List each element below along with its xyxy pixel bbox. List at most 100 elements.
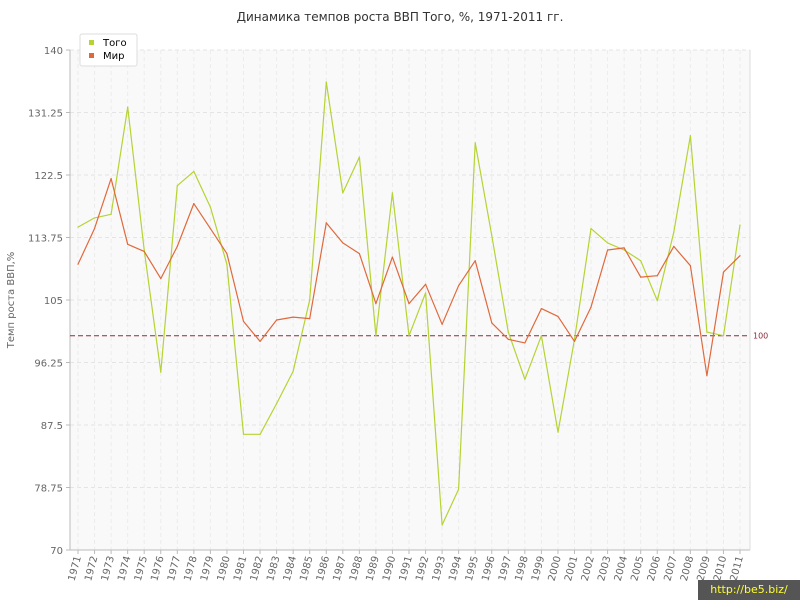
data-point-togo (226, 263, 228, 265)
x-tick-label: 2005 (629, 555, 646, 582)
data-point-world (573, 340, 576, 342)
data-point-togo (375, 335, 377, 337)
x-tick-label: 1973 (100, 555, 117, 582)
x-tick-label: 2003 (596, 555, 613, 582)
x-tick-label: 1974 (116, 555, 133, 582)
data-point-togo (474, 142, 476, 144)
x-tick-label: 1988 (348, 555, 365, 582)
data-point-world (342, 242, 344, 244)
data-point-world (441, 323, 443, 325)
x-tick-label: 1993 (431, 555, 448, 582)
data-point-togo (93, 217, 96, 219)
data-point-togo (358, 156, 360, 158)
data-point-togo (259, 433, 261, 435)
x-tick-label: 1999 (530, 555, 547, 582)
data-point-togo (391, 192, 393, 194)
data-point-world (242, 320, 245, 322)
x-tick-label: 1986 (315, 555, 332, 582)
data-point-world (491, 322, 493, 324)
data-point-togo (127, 106, 129, 108)
x-tick-label: 1976 (149, 555, 166, 582)
data-point-world (458, 285, 460, 287)
data-point-togo (640, 260, 642, 262)
data-point-togo (325, 81, 327, 83)
data-point-togo (607, 242, 609, 244)
data-point-togo (706, 331, 708, 333)
data-point-world (77, 263, 79, 265)
reference-line-label: 100 (753, 332, 768, 341)
x-tick-label: 2008 (679, 555, 696, 582)
data-point-world (325, 222, 327, 224)
data-point-world (673, 245, 675, 247)
x-tick-label: 1980 (216, 555, 233, 582)
x-tick-label: 1989 (365, 555, 382, 582)
data-point-togo (689, 135, 692, 137)
data-point-world (160, 278, 162, 280)
x-tick-label: 1987 (331, 555, 348, 582)
x-tick-label: 2000 (547, 555, 564, 582)
series-lines (77, 81, 741, 526)
data-point-world (656, 275, 658, 277)
data-point-togo (491, 235, 493, 237)
data-point-togo (507, 331, 509, 333)
reference-line-group: 100 (70, 332, 768, 341)
x-tick-label: 1997 (497, 555, 514, 582)
x-tick-label: 1995 (464, 555, 481, 582)
data-point-world (127, 243, 129, 245)
x-tick-label: 2007 (662, 555, 679, 582)
data-point-togo (408, 335, 410, 337)
x-tick-label: 1983 (265, 555, 282, 582)
data-point-world (276, 319, 278, 321)
data-point-togo (77, 226, 79, 228)
data-point-togo (176, 185, 178, 187)
x-tick-label: 1990 (381, 555, 398, 582)
data-point-togo (524, 378, 526, 380)
x-tick-label: 1998 (514, 555, 531, 582)
gridlines (70, 49, 750, 550)
data-point-togo (110, 213, 112, 215)
data-point-world (706, 375, 708, 377)
legend-box (79, 33, 138, 67)
y-axis-label: Темп роста ВВП,% (6, 252, 17, 350)
y-tick-label: 70 (50, 546, 63, 557)
data-point-world (375, 303, 377, 305)
data-point-world (640, 276, 642, 278)
y-tick-label: 131.25 (28, 109, 63, 120)
data-point-world (143, 250, 145, 252)
y-tick-label: 113.75 (28, 234, 63, 245)
data-point-togo (242, 433, 245, 435)
data-point-world (193, 203, 195, 205)
x-tick-label: 1977 (166, 555, 183, 582)
data-point-world (722, 271, 725, 273)
data-point-togo (540, 335, 543, 337)
data-point-togo (739, 224, 741, 226)
x-tick-label: 1975 (133, 555, 150, 582)
data-point-world (425, 283, 427, 285)
x-tick-label: 2001 (563, 555, 580, 582)
x-tick-label: 1994 (447, 555, 464, 582)
x-tick-label: 2009 (696, 555, 713, 582)
data-point-world (524, 342, 526, 344)
data-point-togo (425, 292, 427, 294)
data-point-togo (193, 170, 195, 172)
data-point-world (408, 303, 410, 305)
data-point-togo (623, 249, 625, 251)
data-point-world (209, 228, 211, 230)
x-tick-label: 1991 (398, 555, 415, 582)
data-point-world (540, 308, 543, 310)
data-point-togo (441, 524, 443, 526)
x-tick-label: 1984 (282, 555, 299, 582)
x-axis-ticks: 1971 1972 1973 1974 1975 1976 1977 1978 1979 1980… (67, 550, 746, 582)
data-point-world (474, 260, 476, 262)
data-point-togo (722, 335, 725, 337)
data-point-world (689, 265, 692, 267)
data-point-togo (160, 371, 162, 373)
y-tick-label: 122.5 (34, 171, 63, 182)
x-tick-label: 1992 (414, 555, 431, 582)
data-point-togo (309, 299, 311, 301)
data-point-world (623, 247, 625, 249)
data-point-togo (143, 249, 145, 251)
x-tick-label: 2002 (580, 555, 597, 582)
x-tick-label: 2004 (613, 555, 630, 582)
